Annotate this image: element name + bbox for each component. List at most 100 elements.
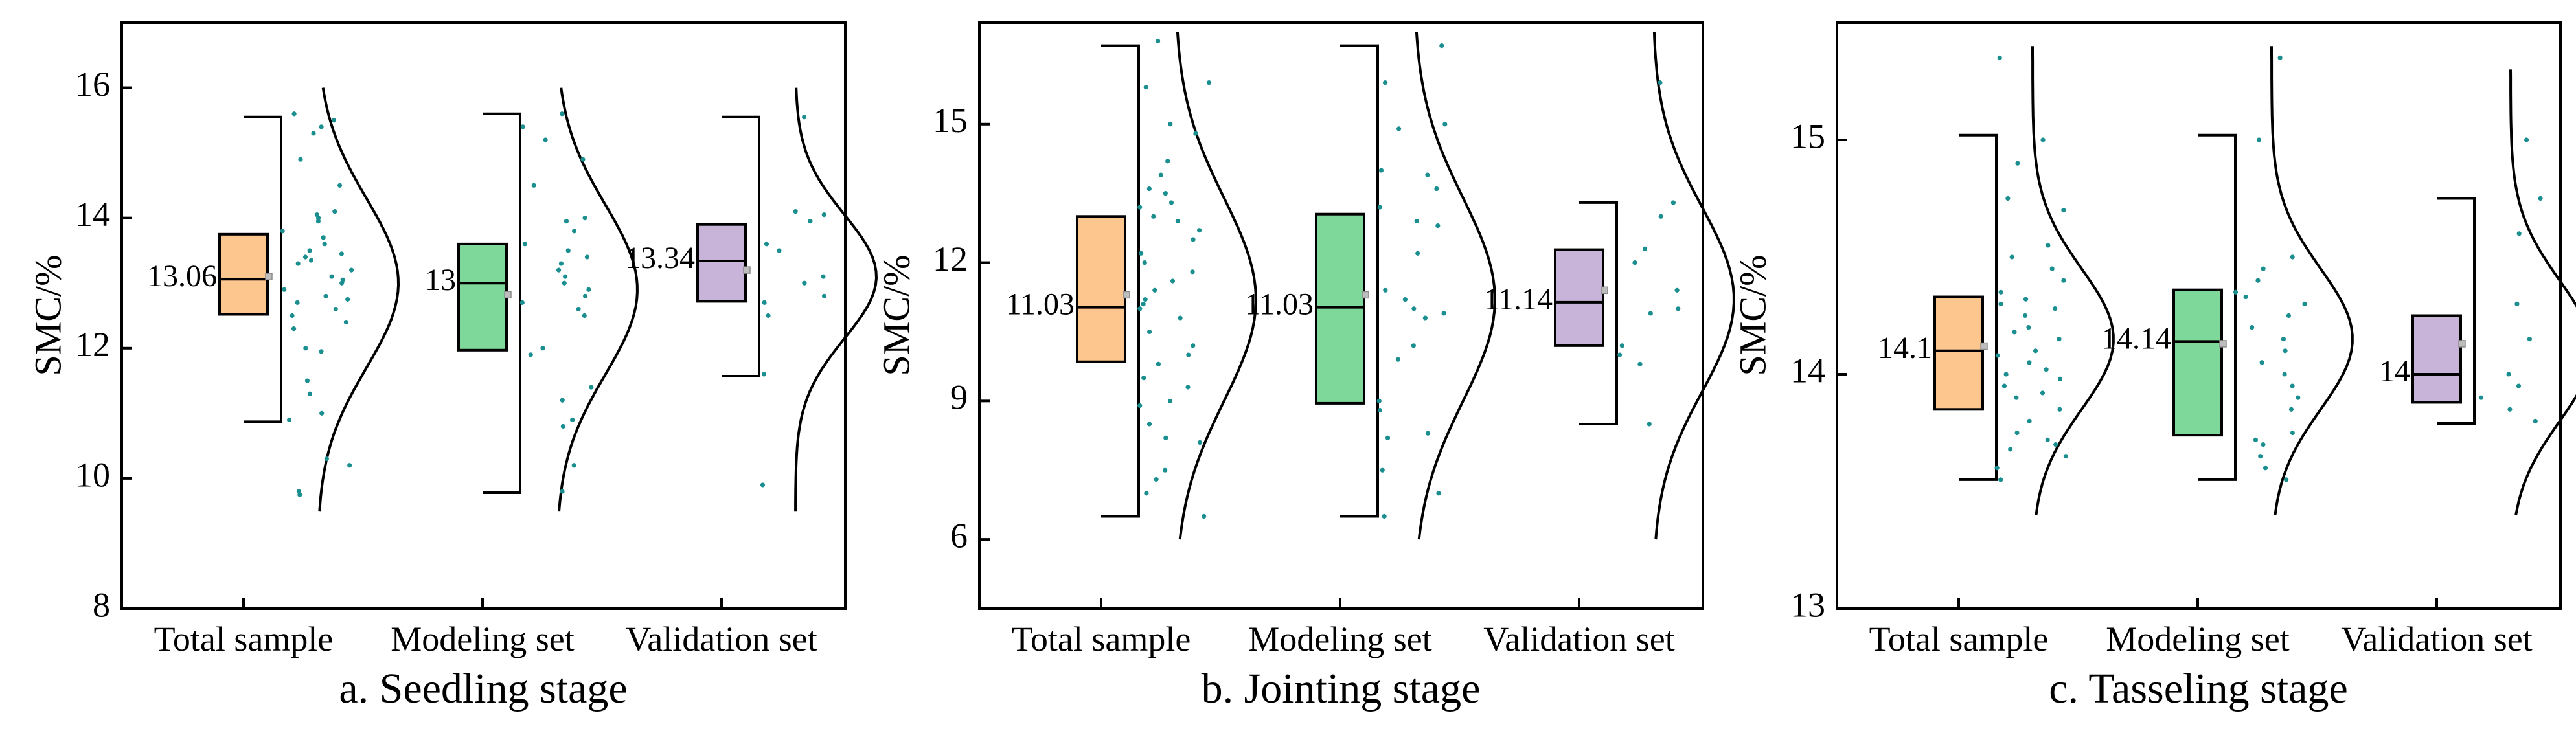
data-point-modeling-set (1377, 407, 1382, 413)
panel-caption: c. Tasseling stage (2049, 665, 2348, 712)
data-point-modeling-set (582, 216, 587, 221)
data-point-total-sample (2005, 196, 2011, 201)
panel-jointing-stage: SMC/% Total sample Modeling set Validati… (875, 21, 1735, 712)
data-point-modeling-set (528, 352, 533, 357)
data-point-total-sample (1193, 131, 1198, 136)
x-tick-label-validation-set: Validation set (2341, 620, 2532, 658)
data-point-total-sample (311, 131, 316, 136)
mean-marker-modeling-set (504, 291, 512, 299)
data-point-total-sample (1202, 513, 1207, 519)
x-tick-label-total-sample: Total sample (154, 620, 334, 658)
data-point-total-sample (1142, 260, 1147, 265)
data-point-total-sample (1168, 122, 1173, 127)
median-value-label-validation-set: 11.14 (1484, 282, 1553, 317)
plot-marks: 13 14 15 14.1 14.14 14 (1790, 46, 2576, 624)
data-point-total-sample (1146, 422, 1152, 427)
data-point-modeling-set (2277, 55, 2283, 60)
data-point-modeling-set (2243, 294, 2248, 300)
data-point-modeling-set (1425, 172, 1430, 177)
data-point-validation-set (1619, 343, 1625, 348)
data-point-total-sample (2014, 430, 2020, 436)
y-tick-label: 9 (950, 378, 968, 417)
data-point-validation-set (761, 372, 767, 377)
data-point-modeling-set (558, 261, 564, 266)
data-point-modeling-set (570, 417, 575, 422)
data-point-modeling-set (2290, 383, 2295, 388)
data-point-modeling-set (2253, 437, 2259, 442)
data-point-total-sample (1994, 466, 2000, 471)
data-point-modeling-set (2282, 372, 2287, 377)
density-curve-modeling-set (1415, 32, 1496, 540)
data-point-validation-set (1670, 200, 1676, 205)
data-point-modeling-set (2284, 477, 2289, 482)
data-point-total-sample (324, 456, 329, 462)
y-tick-label: 6 (950, 517, 968, 556)
data-point-modeling-set (2290, 254, 2295, 260)
data-point-validation-set (793, 209, 798, 214)
data-point-modeling-set (540, 346, 545, 351)
data-point-total-sample (2012, 330, 2017, 335)
data-point-total-sample (1137, 205, 1143, 210)
median-value-label-modeling-set: 11.03 (1245, 287, 1314, 322)
data-point-total-sample (2044, 367, 2049, 372)
data-point-total-sample (2027, 360, 2032, 365)
x-tick-label-validation-set: Validation set (626, 620, 817, 658)
data-point-modeling-set (2233, 289, 2239, 295)
y-tick-label: 10 (75, 455, 110, 494)
data-point-total-sample (2057, 376, 2063, 381)
median-value-label-validation-set: 14 (2379, 354, 2410, 388)
data-point-validation-set (1647, 422, 1652, 427)
data-point-total-sample (1191, 237, 1196, 242)
data-point-total-sample (345, 297, 350, 302)
data-point-total-sample (307, 391, 313, 396)
data-point-validation-set (1617, 352, 1623, 357)
data-point-modeling-set (1422, 315, 1428, 321)
data-point-modeling-set (1395, 357, 1401, 362)
data-point-modeling-set (2256, 137, 2262, 142)
data-point-validation-set (2514, 301, 2520, 306)
data-point-validation-set (760, 482, 766, 488)
data-point-validation-set (802, 115, 807, 120)
density-curve-validation-set (794, 87, 878, 512)
data-point-validation-set (2524, 137, 2529, 142)
data-point-total-sample (315, 219, 321, 224)
data-point-modeling-set (560, 111, 565, 117)
data-point-total-sample (1151, 214, 1156, 219)
box-validation-set (1554, 248, 1604, 347)
data-point-modeling-set (2283, 348, 2288, 354)
data-point-total-sample (2015, 161, 2020, 166)
data-point-validation-set (2516, 383, 2522, 388)
y-tick-label: 15 (933, 101, 968, 140)
data-point-modeling-set (2290, 430, 2296, 436)
data-point-total-sample (1178, 315, 1183, 321)
whisker-validation-set (1579, 201, 1618, 425)
data-point-total-sample (332, 209, 337, 214)
data-point-total-sample (297, 492, 302, 497)
data-point-validation-set (762, 300, 767, 305)
data-point-total-sample (1197, 228, 1202, 233)
data-point-total-sample (2001, 383, 2007, 388)
data-point-total-sample (2045, 437, 2050, 442)
data-point-total-sample (2057, 407, 2062, 412)
data-point-validation-set (2506, 372, 2511, 377)
data-point-modeling-set (556, 267, 562, 273)
data-point-modeling-set (1377, 205, 1382, 210)
data-point-total-sample (1167, 398, 1173, 403)
y-tick-label: 13 (1790, 585, 1825, 624)
data-point-total-sample (2033, 348, 2038, 354)
y-tick-label: 14 (1790, 351, 1825, 390)
data-point-validation-set (2533, 418, 2538, 424)
data-point-modeling-set (565, 248, 571, 253)
data-point-validation-set (764, 242, 769, 247)
data-point-validation-set (1676, 306, 1681, 311)
mean-marker-modeling-set (2219, 340, 2227, 348)
y-tick-label: 12 (75, 325, 110, 364)
data-point-total-sample (1139, 251, 1144, 256)
data-point-validation-set (802, 280, 807, 286)
data-point-modeling-set (563, 274, 568, 279)
x-tick-label-modeling-set: Modeling set (1248, 620, 1431, 658)
data-point-modeling-set (522, 242, 528, 247)
data-point-total-sample (308, 258, 314, 263)
data-point-modeling-set (1411, 306, 1417, 311)
data-point-total-sample (1146, 186, 1152, 192)
